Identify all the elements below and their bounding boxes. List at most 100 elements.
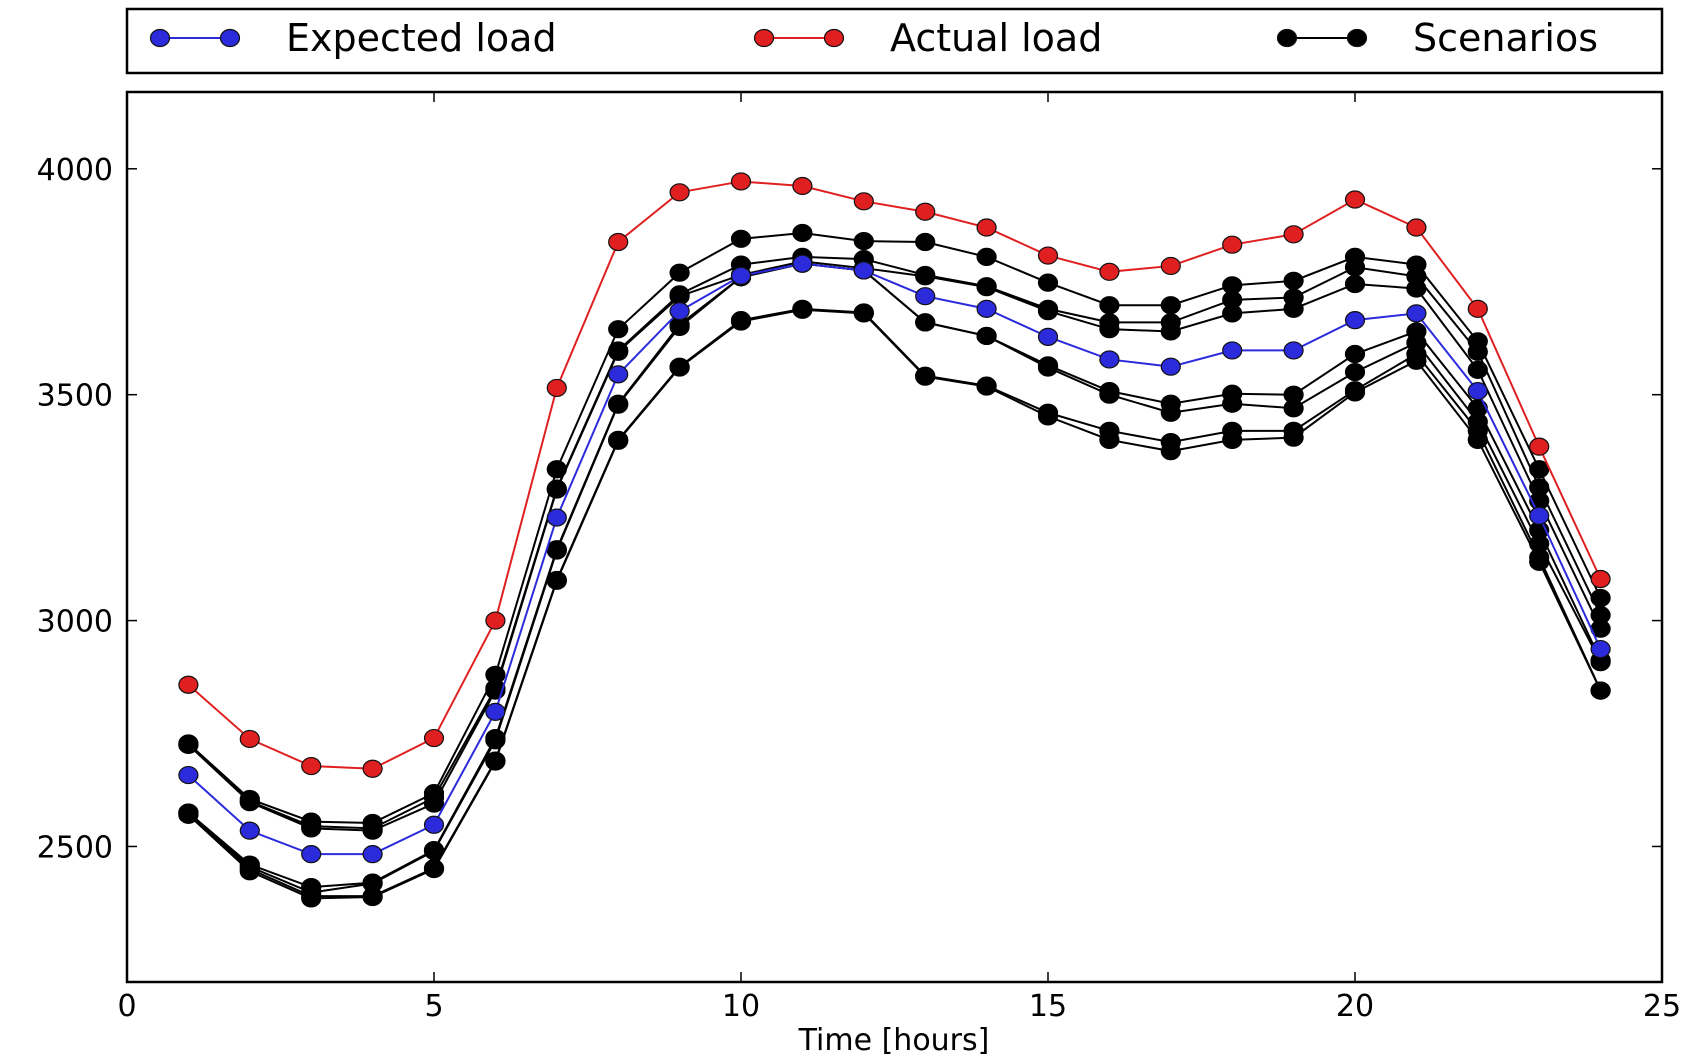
series-1-point-17: [1160, 256, 1181, 276]
legend-swatch-marker-a-2: [1276, 28, 1298, 48]
series-8-point-13: [915, 367, 936, 386]
series-8-point-4: [362, 887, 383, 907]
series-4-point-20: [1344, 274, 1366, 294]
series-1-point-20: [1344, 190, 1366, 209]
series-1-point-15: [1037, 246, 1059, 265]
series-2-point-19: [1283, 271, 1304, 290]
series-line-6: [187, 262, 1602, 894]
series-0-point-1: [178, 765, 199, 785]
series-8-point-10: [730, 312, 752, 331]
series-8-point-3: [301, 889, 322, 908]
series-6-point-20: [1344, 363, 1366, 382]
series-0-point-20: [1344, 311, 1366, 330]
series-2-point-17: [1160, 296, 1181, 315]
series-4-point-17: [1160, 322, 1181, 341]
series-8-point-11: [792, 300, 813, 319]
series-0-point-15: [1037, 327, 1059, 346]
series-4-point-2: [239, 793, 260, 812]
series-layer: [178, 172, 1611, 908]
series-4-point-8: [608, 342, 629, 361]
legend-label-2: Scenarios: [1413, 16, 1598, 60]
series-8-point-5: [423, 859, 445, 879]
series-8-point-24: [1590, 681, 1611, 700]
series-1-point-24: [1590, 569, 1611, 589]
series-2-point-24: [1590, 588, 1611, 608]
series-0-point-8: [608, 365, 629, 384]
series-1-point-2: [239, 729, 260, 749]
series-6-point-14: [976, 326, 997, 346]
series-1-point-22: [1467, 299, 1488, 318]
series-6-point-19: [1283, 399, 1304, 418]
series-6-point-9: [669, 317, 690, 337]
series-1-point-8: [608, 232, 629, 252]
series-6-point-17: [1160, 403, 1181, 422]
y-tick-label-3500: 3500: [37, 379, 113, 414]
legend-swatch-marker-a-1: [753, 28, 775, 48]
series-0-point-5: [423, 815, 445, 834]
series-4: [178, 252, 1611, 840]
series-4-point-21: [1406, 279, 1427, 298]
series-0-point-4: [362, 845, 383, 864]
series-6-point-16: [1099, 385, 1120, 404]
series-0-point-3: [301, 845, 322, 864]
legend-swatch-marker-a-0: [149, 28, 171, 48]
series-line-8: [187, 308, 1602, 900]
series-1-point-9: [669, 183, 690, 202]
series-line-4: [187, 260, 1602, 832]
series-1-point-3: [301, 756, 322, 776]
series-5-point-20: [1344, 344, 1366, 364]
series-line-0: [187, 262, 1602, 856]
axis-ticks: 0 5 10 15 20 25 2500 3000 3500 4000: [37, 92, 1681, 1024]
series-1-point-18: [1222, 235, 1243, 254]
series-1-point-1: [178, 675, 199, 694]
series-6-point-8: [608, 395, 629, 414]
series-8: [178, 300, 1611, 908]
series-8-point-7: [546, 571, 567, 590]
series-1-point-11: [792, 176, 813, 196]
series-0-point-13: [915, 287, 936, 306]
series-2-point-11: [792, 223, 813, 243]
series-0-point-21: [1406, 304, 1427, 323]
legend-label-1: Actual load: [890, 16, 1102, 60]
series-8-point-14: [976, 377, 997, 396]
series-6-point-18: [1222, 394, 1243, 413]
series-1-point-14: [976, 218, 997, 237]
legend-entry-2: Scenarios: [1276, 16, 1598, 60]
series-1: [178, 172, 1611, 778]
series-4-point-14: [976, 278, 997, 297]
series-4-point-7: [546, 480, 567, 499]
x-tick-label-15: 15: [1029, 989, 1067, 1024]
x-tick-label-5: 5: [424, 989, 443, 1024]
series-6-point-15: [1037, 358, 1059, 377]
series-2-point-9: [669, 263, 690, 282]
series-0-point-14: [976, 299, 997, 318]
x-tick-label-20: 20: [1336, 989, 1374, 1024]
series-8-point-23: [1529, 552, 1550, 571]
series-8-point-20: [1344, 383, 1366, 402]
legend-swatch-marker-b-2: [1346, 28, 1368, 48]
series-8-point-6: [485, 752, 506, 771]
legend-entry-1: Actual load: [753, 16, 1102, 60]
series-0-point-19: [1283, 341, 1304, 360]
series-0-point-23: [1529, 506, 1550, 525]
series-8-point-19: [1283, 428, 1304, 447]
series-4-point-3: [301, 819, 322, 838]
series-4-point-19: [1283, 299, 1304, 318]
legend: Expected load Actual load Scenarios: [125, 7, 1664, 75]
x-tick-label-25: 25: [1643, 989, 1681, 1024]
series-2-point-13: [915, 232, 936, 252]
y-tick-label-4000: 4000: [37, 153, 113, 188]
series-0-point-6: [485, 702, 506, 721]
series-line-1: [187, 180, 1602, 770]
series-4-point-4: [362, 821, 383, 840]
series-0-point-11: [792, 254, 813, 273]
series-1-point-4: [362, 759, 383, 778]
series-1-point-23: [1529, 437, 1550, 456]
series-8-point-2: [239, 862, 260, 881]
x-tick-label-10: 10: [722, 989, 760, 1024]
series-8-point-12: [853, 304, 874, 323]
series-1-point-19: [1283, 225, 1304, 244]
series-8-point-22: [1467, 430, 1488, 449]
series-2-point-8: [608, 320, 629, 339]
